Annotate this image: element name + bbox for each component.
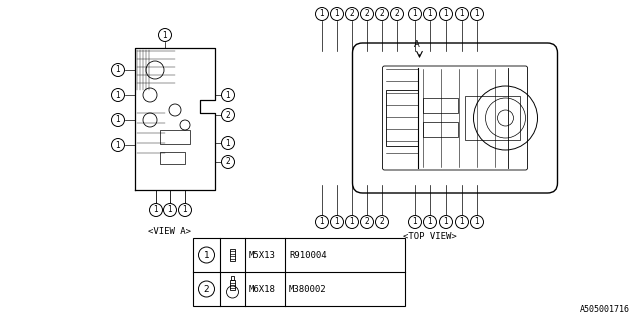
Bar <box>422 98 458 113</box>
Circle shape <box>408 215 422 228</box>
Circle shape <box>346 7 358 20</box>
Bar <box>231 276 234 280</box>
Bar <box>193 238 405 306</box>
Circle shape <box>424 7 436 20</box>
Circle shape <box>470 215 483 228</box>
Text: 2: 2 <box>365 218 369 227</box>
Circle shape <box>408 7 422 20</box>
Text: 1: 1 <box>349 218 355 227</box>
Text: 1: 1 <box>460 218 465 227</box>
Circle shape <box>330 215 344 228</box>
Circle shape <box>159 28 172 42</box>
Text: 1: 1 <box>335 10 339 19</box>
Circle shape <box>440 7 452 20</box>
Circle shape <box>150 204 163 217</box>
Circle shape <box>111 63 125 76</box>
Text: 1: 1 <box>475 10 479 19</box>
Text: 1: 1 <box>116 116 120 124</box>
Text: 1: 1 <box>204 251 209 260</box>
Text: R910004: R910004 <box>289 251 326 260</box>
Text: 1: 1 <box>428 218 433 227</box>
Circle shape <box>316 215 328 228</box>
Circle shape <box>470 7 483 20</box>
Circle shape <box>221 137 234 149</box>
Circle shape <box>111 114 125 126</box>
Text: 1: 1 <box>163 30 168 39</box>
Bar <box>160 152 185 164</box>
Text: 1: 1 <box>413 218 417 227</box>
Circle shape <box>198 281 214 297</box>
Text: 1: 1 <box>444 218 449 227</box>
Text: 2: 2 <box>226 110 230 119</box>
Text: 1: 1 <box>116 140 120 149</box>
Text: 1: 1 <box>460 10 465 19</box>
Text: A505001716: A505001716 <box>580 305 630 314</box>
Circle shape <box>221 89 234 101</box>
Text: 1: 1 <box>116 91 120 100</box>
Text: 2: 2 <box>349 10 355 19</box>
Text: M5X13: M5X13 <box>249 251 276 260</box>
Circle shape <box>456 215 468 228</box>
Text: 2: 2 <box>204 284 209 293</box>
Circle shape <box>424 215 436 228</box>
Circle shape <box>360 215 374 228</box>
Text: 1: 1 <box>226 91 230 100</box>
Text: 2: 2 <box>226 157 230 166</box>
Bar <box>422 122 458 137</box>
Circle shape <box>111 89 125 101</box>
Circle shape <box>390 7 403 20</box>
Circle shape <box>163 204 177 217</box>
Text: A: A <box>413 40 419 49</box>
Text: 1: 1 <box>116 66 120 75</box>
Circle shape <box>456 7 468 20</box>
Circle shape <box>360 7 374 20</box>
Circle shape <box>316 7 328 20</box>
Circle shape <box>198 247 214 263</box>
Text: 1: 1 <box>475 218 479 227</box>
Text: 1: 1 <box>226 139 230 148</box>
Bar <box>465 96 520 140</box>
Bar <box>230 249 235 261</box>
Text: 1: 1 <box>319 218 324 227</box>
Text: M380002: M380002 <box>289 284 326 293</box>
Circle shape <box>346 215 358 228</box>
Text: 1: 1 <box>168 205 172 214</box>
Text: 1: 1 <box>154 205 158 214</box>
Circle shape <box>376 7 388 20</box>
Circle shape <box>376 215 388 228</box>
Circle shape <box>330 7 344 20</box>
Text: 2: 2 <box>365 10 369 19</box>
Circle shape <box>179 204 191 217</box>
Text: <VIEW A>: <VIEW A> <box>148 227 191 236</box>
Text: 2: 2 <box>395 10 399 19</box>
Text: M6X18: M6X18 <box>249 284 276 293</box>
Text: 1: 1 <box>182 205 188 214</box>
Circle shape <box>221 108 234 122</box>
Circle shape <box>111 139 125 151</box>
Text: 1: 1 <box>444 10 449 19</box>
Bar <box>230 280 235 290</box>
Bar <box>385 90 417 146</box>
Circle shape <box>440 215 452 228</box>
Text: 2: 2 <box>380 218 385 227</box>
Text: <TOP VIEW>: <TOP VIEW> <box>403 232 457 241</box>
Text: 1: 1 <box>319 10 324 19</box>
Text: 2: 2 <box>380 10 385 19</box>
Circle shape <box>221 156 234 169</box>
Text: 1: 1 <box>413 10 417 19</box>
Text: 1: 1 <box>335 218 339 227</box>
Bar <box>160 130 190 144</box>
Text: 1: 1 <box>428 10 433 19</box>
